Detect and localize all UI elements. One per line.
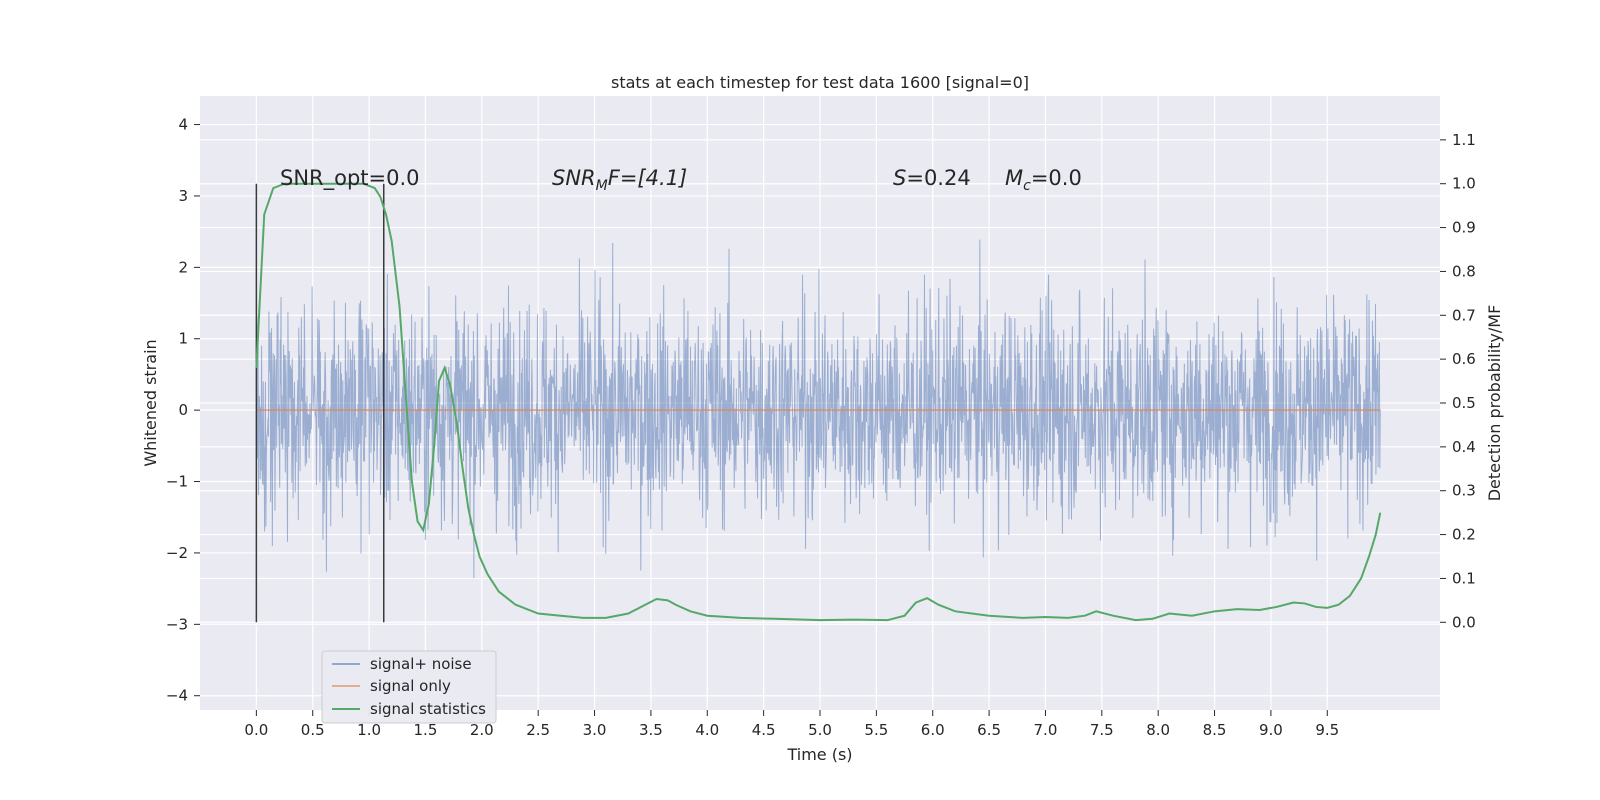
annotation-s-var: S <box>893 166 906 190</box>
y-tick-label: −2 <box>166 544 188 562</box>
x-axis-label: Time (s) <box>786 745 852 764</box>
x-tick-label: 7.0 <box>1034 721 1058 739</box>
legend-label-signal-only: signal only <box>370 677 451 695</box>
y2-tick-label: 0.5 <box>1452 394 1476 412</box>
legend-label-signal-statistics: signal statistics <box>370 700 486 718</box>
x-tick-label: 6.0 <box>921 721 945 739</box>
annotation-s: S=0.24 <box>893 166 971 190</box>
x-tick-label: 4.5 <box>752 721 776 739</box>
y-tick-label: 0 <box>178 401 188 419</box>
annotation-snr-mf-sub: M <box>596 178 608 194</box>
x-tick-label: 9.5 <box>1315 721 1339 739</box>
annotation-mc-val: =0.0 <box>1031 166 1082 190</box>
x-tick-label: 9.0 <box>1259 721 1283 739</box>
series-signal-plus-noise <box>255 239 1381 579</box>
annotation-s-val: =0.24 <box>906 166 970 190</box>
annotation-mc: Mc=0.0 <box>1005 166 1082 194</box>
x-tick-label: 3.5 <box>639 721 663 739</box>
x-tick-label: 0.0 <box>244 721 268 739</box>
x-tick-label: 1.5 <box>414 721 438 739</box>
annotation-snr-mf-rest: F=[4.1] <box>608 166 687 190</box>
legend: signal+ noise signal only signal statist… <box>321 650 497 724</box>
annotation-mc-sub: c <box>1023 178 1031 194</box>
y2-tick-label: 0.0 <box>1452 613 1476 631</box>
y2-tick-label: 1.1 <box>1452 131 1476 149</box>
legend-label-signal-plus-noise: signal+ noise <box>370 655 472 673</box>
x-tick-label: 2.0 <box>470 721 494 739</box>
annotation-mc-var: M <box>1005 166 1023 190</box>
y2-tick-label: 0.1 <box>1452 569 1476 587</box>
y2-tick-label: 0.6 <box>1452 350 1476 368</box>
y-tick-label: 4 <box>178 116 188 134</box>
legend-box <box>321 650 497 724</box>
y2-tick-label: 0.4 <box>1452 438 1476 456</box>
y-tick-label: −3 <box>166 615 188 633</box>
y-tick-label: 2 <box>178 258 188 276</box>
x-axis-ticks: 0.0 0.5 1.0 1.5 2.0 2.5 3.0 3.5 4.0 4.5 5.0 5.5 6.0 6… <box>244 710 1339 739</box>
x-tick-label: 5.0 <box>808 721 832 739</box>
x-tick-label: 8.0 <box>1146 721 1170 739</box>
y2-tick-label: 0.9 <box>1452 219 1476 237</box>
y-tick-label: −4 <box>166 687 188 705</box>
y2-tick-label: 0.8 <box>1452 262 1476 280</box>
chart-title: stats at each timestep for test data 160… <box>611 73 1029 92</box>
y-axis-ticks: 4 3 2 1 0 −1 −2 −3 −4 <box>166 116 200 705</box>
x-tick-label: 3.0 <box>583 721 607 739</box>
vertical-markers <box>255 183 385 623</box>
series-signal-statistics <box>255 182 1382 622</box>
annotation-snr-mf: SNRMF=[4.1] <box>552 166 687 194</box>
y2-axis-ticks: 1.1 1.0 0.9 0.8 0.7 0.6 0.5 0.4 0.3 0.2 0.1 0.0 <box>1440 131 1476 631</box>
x-tick-label: 8.5 <box>1203 721 1227 739</box>
y2-axis-label: Detection probability/MF <box>1485 305 1504 502</box>
annotation-snr-opt: SNR_opt=0.0 <box>280 166 420 191</box>
x-tick-label: 0.5 <box>301 721 325 739</box>
x-tick-label: 7.5 <box>1090 721 1114 739</box>
y-tick-label: 3 <box>178 187 188 205</box>
y-tick-label: −1 <box>166 473 188 491</box>
y-tick-label: 1 <box>178 330 188 348</box>
series-signal-plus-noise-path <box>255 239 1381 579</box>
x-tick-label: 5.5 <box>864 721 888 739</box>
y2-tick-label: 0.3 <box>1452 482 1476 500</box>
y2-tick-label: 0.2 <box>1452 526 1476 544</box>
x-tick-label: 4.0 <box>695 721 719 739</box>
x-tick-label: 6.5 <box>977 721 1001 739</box>
x-tick-label: 2.5 <box>526 721 550 739</box>
y-axis-label: Whitened strain <box>141 339 160 466</box>
y2-tick-label: 0.7 <box>1452 306 1476 324</box>
annotation-snr-mf-base: SNR <box>552 166 596 190</box>
x-tick-label: 1.0 <box>357 721 381 739</box>
y2-tick-label: 1.0 <box>1452 175 1476 193</box>
